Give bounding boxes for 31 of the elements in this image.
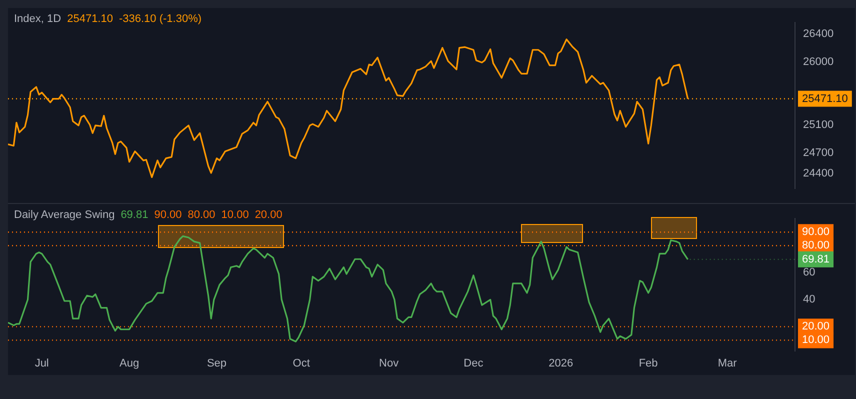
annotation: 90.00 — [154, 209, 182, 221]
x-tick-label: Feb — [638, 358, 658, 370]
x-tick-label: Sep — [206, 358, 227, 370]
x-tick-label: 2026 — [548, 358, 574, 370]
y-tick-label: 24700 — [803, 146, 834, 159]
ref-line-label: 20.00 — [802, 320, 830, 333]
annotation: 25471.10 — [67, 13, 113, 25]
ref-line-label: 90.00 — [802, 226, 830, 238]
x-tick-label: Aug — [120, 358, 140, 370]
annotation: -336.10 (-1.30%) — [118, 13, 202, 25]
y-tick-label: 24400 — [803, 168, 834, 180]
y-tick-label: 26400 — [803, 28, 834, 40]
x-tick-label: Mar — [718, 358, 738, 370]
annotation: 69.81 — [802, 253, 830, 266]
annotation: 20.00 — [254, 209, 282, 221]
y-tick-label: 26000 — [803, 56, 834, 68]
annotation: 69.81 — [120, 209, 148, 221]
ref-line-label: 10.00 — [802, 334, 830, 346]
y-tick-label: 40 — [803, 294, 816, 306]
x-tick-label: Jul — [34, 358, 49, 370]
ref-line-label: 25471.10 — [802, 92, 848, 105]
annotation: 80.00 — [188, 209, 216, 221]
annotation: 10.00 — [221, 209, 249, 221]
chart-title: Index, 1D — [14, 13, 62, 25]
x-tick-label: Oct — [292, 358, 310, 370]
y-tick-label: 60 — [803, 266, 816, 279]
x-tick-label: Dec — [464, 358, 484, 370]
chart-title: Daily Average Swing — [14, 209, 115, 221]
ref-line-label: 80.00 — [802, 240, 830, 252]
x-tick-label: Nov — [379, 358, 400, 370]
y-tick-label: 25100 — [803, 118, 834, 131]
